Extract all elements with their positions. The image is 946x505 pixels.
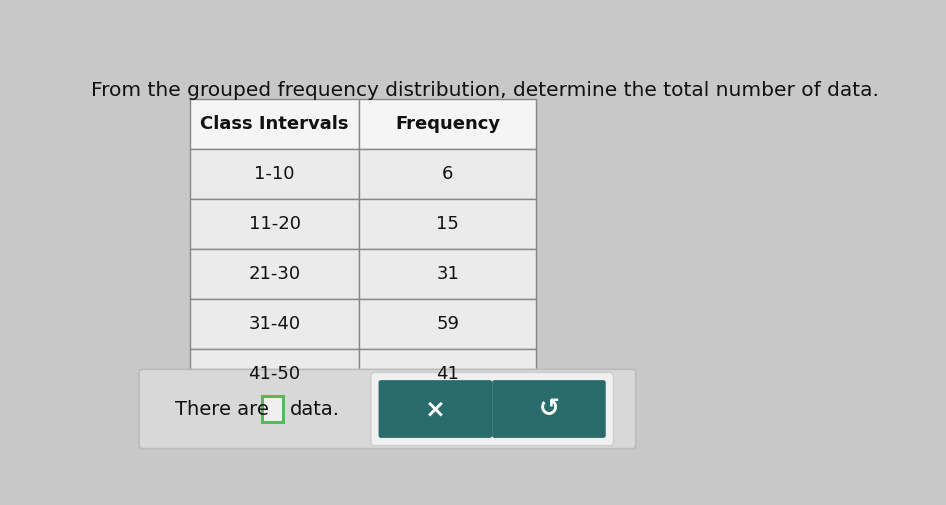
Text: 31-40: 31-40: [249, 315, 301, 333]
Text: ↺: ↺: [538, 397, 559, 421]
Text: Class Intervals: Class Intervals: [201, 115, 349, 133]
Text: 6: 6: [442, 165, 453, 183]
Text: From the grouped frequency distribution, determine the total number of data.: From the grouped frequency distribution,…: [91, 81, 879, 100]
Text: There are: There are: [174, 399, 269, 419]
FancyBboxPatch shape: [492, 380, 605, 438]
Text: 41-50: 41-50: [249, 366, 301, 383]
FancyBboxPatch shape: [190, 349, 359, 399]
Text: data.: data.: [290, 399, 340, 419]
FancyBboxPatch shape: [139, 369, 636, 448]
FancyBboxPatch shape: [190, 99, 359, 149]
FancyBboxPatch shape: [190, 149, 359, 199]
FancyBboxPatch shape: [190, 249, 359, 299]
Text: 11-20: 11-20: [249, 215, 301, 233]
FancyBboxPatch shape: [359, 249, 536, 299]
FancyBboxPatch shape: [359, 199, 536, 249]
FancyBboxPatch shape: [378, 380, 492, 438]
FancyBboxPatch shape: [261, 396, 283, 422]
Text: 21-30: 21-30: [249, 265, 301, 283]
Text: 59: 59: [436, 315, 460, 333]
Text: Frequency: Frequency: [395, 115, 500, 133]
FancyBboxPatch shape: [359, 349, 536, 399]
Text: ×: ×: [425, 397, 446, 421]
Text: 1-10: 1-10: [254, 165, 295, 183]
Text: 41: 41: [436, 366, 460, 383]
Text: 31: 31: [436, 265, 460, 283]
FancyBboxPatch shape: [359, 149, 536, 199]
FancyBboxPatch shape: [190, 299, 359, 349]
FancyBboxPatch shape: [359, 299, 536, 349]
FancyBboxPatch shape: [190, 199, 359, 249]
Text: 15: 15: [436, 215, 460, 233]
FancyBboxPatch shape: [371, 373, 613, 445]
FancyBboxPatch shape: [359, 99, 536, 149]
